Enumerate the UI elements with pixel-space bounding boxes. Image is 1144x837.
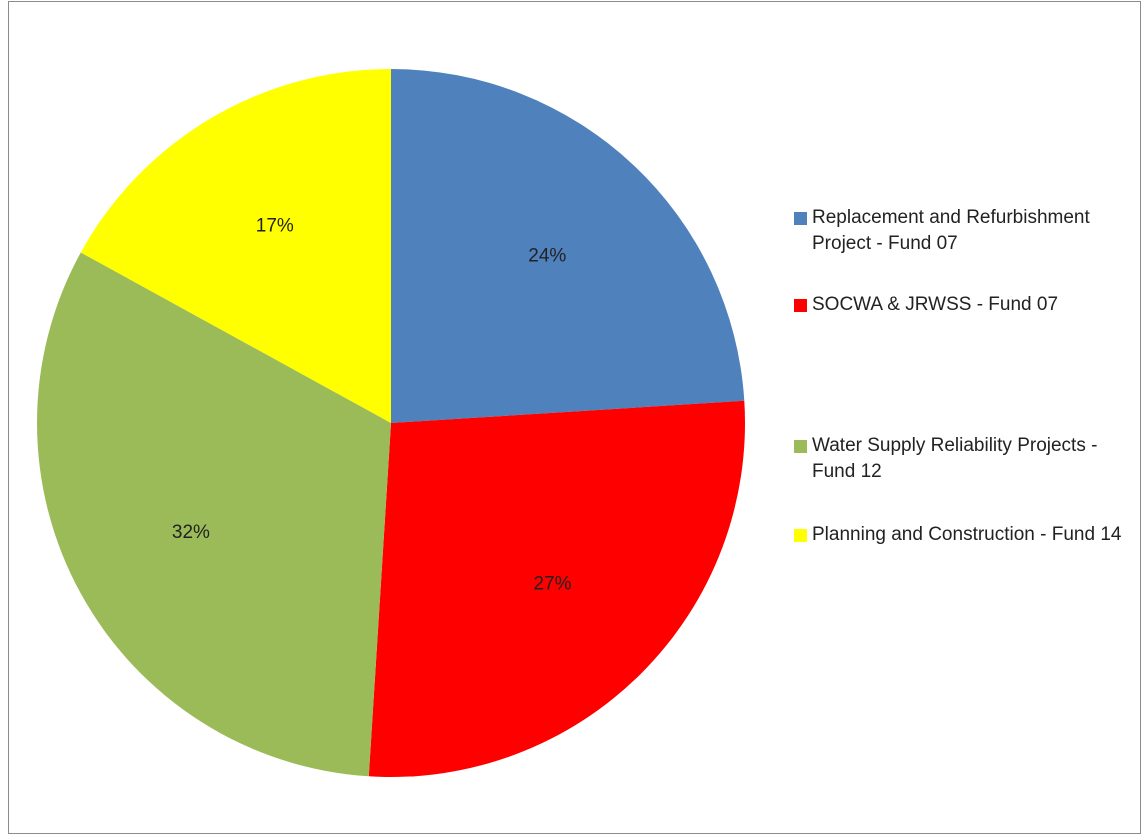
legend-item-replacement: Replacement and Refurbishment Project - …	[794, 205, 1124, 257]
legend-item-socwa: SOCWA & JRWSS - Fund 07	[794, 292, 1124, 318]
legend-swatch-planning	[794, 529, 807, 542]
pie-slice-water-supply	[37, 252, 391, 777]
data-label-water-supply: 32%	[172, 522, 210, 543]
legend-label-planning: Planning and Construction - Fund 14	[812, 524, 1122, 545]
legend-item-planning: Planning and Construction - Fund 14	[794, 522, 1124, 548]
data-label-replacement: 24%	[528, 246, 566, 267]
chart-area: 24% 27% 32% 17% Replacement and Refurbishme…	[8, 1, 1141, 834]
pie-chart: 24% 27% 32% 17%	[37, 69, 745, 777]
legend-label-water-supply: Water Supply Reliability Projects - Fund…	[812, 435, 1098, 482]
legend-label-socwa: SOCWA & JRWSS - Fund 07	[812, 294, 1059, 315]
legend-swatch-socwa	[794, 299, 807, 312]
legend-swatch-water-supply	[794, 440, 807, 453]
data-label-planning: 17%	[256, 216, 294, 237]
legend-item-water-supply: Water Supply Reliability Projects - Fund…	[794, 433, 1124, 485]
pie-slice-planning	[80, 69, 391, 423]
legend-label-replacement: Replacement and Refurbishment Project - …	[812, 207, 1090, 254]
data-label-socwa: 27%	[533, 574, 571, 595]
pie-slice-replacement	[391, 69, 745, 423]
pie-slice-socwa	[368, 400, 745, 777]
legend-swatch-replacement	[794, 212, 807, 225]
